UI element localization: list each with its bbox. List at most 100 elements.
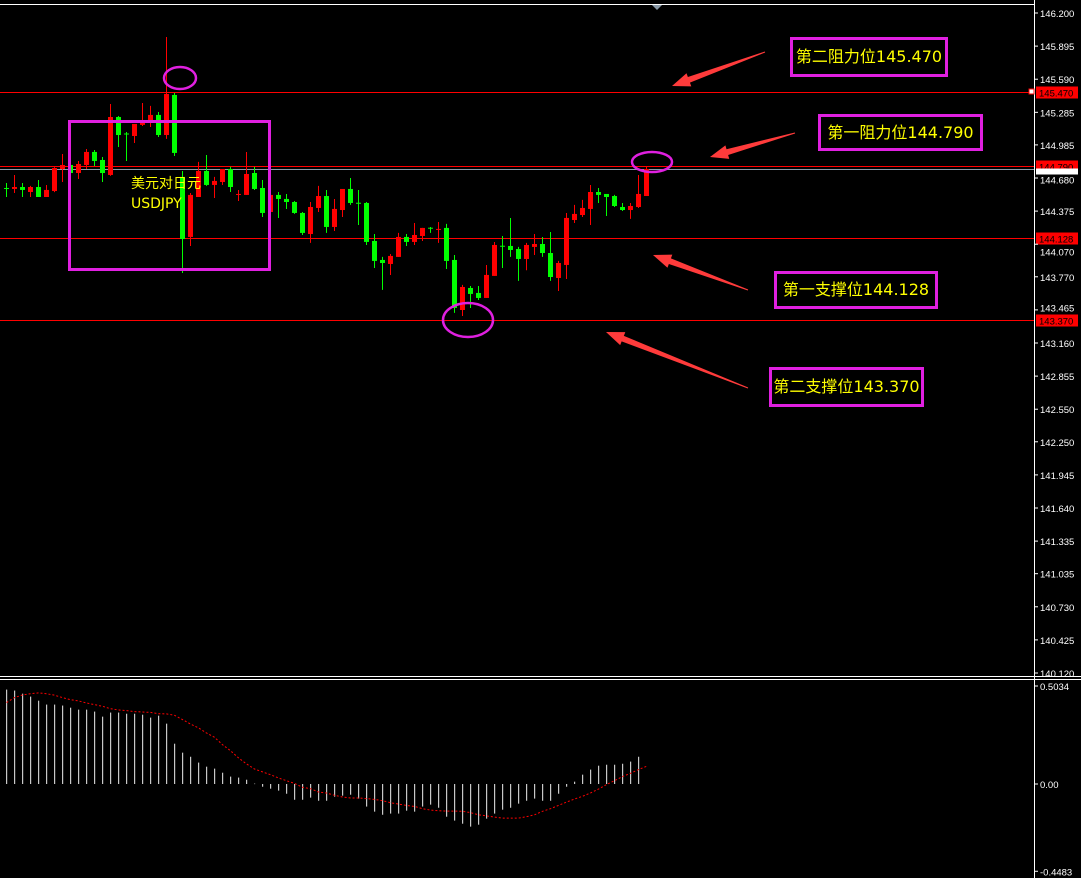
candle-body[interactable] <box>404 236 409 242</box>
candle-body[interactable] <box>292 201 297 213</box>
candle-body[interactable] <box>84 151 89 165</box>
candle-body[interactable] <box>588 192 593 209</box>
macd-histogram-bar <box>310 784 312 798</box>
candle-body[interactable] <box>596 192 601 195</box>
candle-body[interactable] <box>468 287 473 294</box>
candle-body[interactable] <box>284 198 289 202</box>
candle-body[interactable] <box>556 262 561 278</box>
candle-body[interactable] <box>444 227 449 261</box>
macd-histogram-bar <box>54 704 56 784</box>
candle-body[interactable] <box>580 207 585 216</box>
arrow-to-support-2-icon <box>606 332 749 389</box>
candle-body[interactable] <box>524 244 529 259</box>
candle-body[interactable] <box>116 116 121 136</box>
candle-body[interactable] <box>332 208 337 227</box>
candle-body[interactable] <box>188 194 193 237</box>
candle-body[interactable] <box>204 170 209 185</box>
candle-body[interactable] <box>228 168 233 188</box>
candle-body[interactable] <box>92 151 97 161</box>
candle-body[interactable] <box>252 173 257 189</box>
candle-body[interactable] <box>276 194 281 199</box>
level-price-tag <box>1036 86 1078 99</box>
candle-body[interactable] <box>476 292 481 298</box>
macd-histogram-bar <box>270 784 272 789</box>
candle-body[interactable] <box>108 116 113 175</box>
candle-body[interactable] <box>564 217 569 265</box>
candle-body[interactable] <box>20 187 25 190</box>
candle-body[interactable] <box>60 164 65 169</box>
candle-body[interactable] <box>548 253 553 277</box>
macd-histogram-bar <box>6 689 8 784</box>
candle-body[interactable] <box>412 234 417 242</box>
candle-body[interactable] <box>348 188 353 203</box>
candlesticks <box>4 36 649 316</box>
candle-body[interactable] <box>492 244 497 276</box>
candle-body[interactable] <box>396 236 401 257</box>
candle-body[interactable] <box>12 187 17 189</box>
candle-body[interactable] <box>100 159 105 174</box>
candle-body[interactable] <box>540 244 545 254</box>
candle-body[interactable] <box>356 202 361 204</box>
candle-body[interactable] <box>644 168 649 197</box>
candle-body[interactable] <box>604 193 609 197</box>
candle-body[interactable] <box>452 259 457 308</box>
shift-marker-icon[interactable] <box>652 5 662 10</box>
candle-body[interactable] <box>420 227 425 236</box>
macd-histogram-bar <box>510 784 512 808</box>
macd-histogram-bar <box>174 743 176 784</box>
candle-body[interactable] <box>132 123 137 136</box>
candle-body[interactable] <box>388 255 393 264</box>
candle-body[interactable] <box>308 206 313 235</box>
candle-body[interactable] <box>460 286 465 310</box>
candle-body[interactable] <box>140 122 145 125</box>
candle-body[interactable] <box>300 212 305 233</box>
candle-body[interactable] <box>36 187 41 197</box>
candle-body[interactable] <box>484 274 489 298</box>
macd-histogram-bar <box>334 784 336 797</box>
candle-body[interactable] <box>172 94 177 153</box>
macd-tick-label: 0.5034 <box>1040 682 1069 693</box>
candle-body[interactable] <box>220 168 225 183</box>
candle-body[interactable] <box>316 196 321 208</box>
macd-histogram-bar <box>110 712 112 784</box>
candle-body[interactable] <box>380 259 385 263</box>
candle-body[interactable] <box>324 196 329 227</box>
candle-body[interactable] <box>532 244 537 247</box>
candle-body[interactable] <box>620 206 625 211</box>
candle-body[interactable] <box>244 173 249 195</box>
macd-histogram-bar <box>134 713 136 784</box>
candle-body[interactable] <box>260 187 265 213</box>
candle-body[interactable] <box>196 170 201 197</box>
candle-body[interactable] <box>340 188 345 211</box>
candle-body[interactable] <box>148 114 153 123</box>
macd-histogram-bar <box>294 784 296 800</box>
candle-body[interactable] <box>500 245 505 247</box>
candle-body[interactable] <box>76 163 81 174</box>
candle-body[interactable] <box>508 245 513 250</box>
candle-body[interactable] <box>372 240 377 261</box>
candle-body[interactable] <box>212 180 217 185</box>
candle-body[interactable] <box>52 168 57 192</box>
price-tick-label: 141.335 <box>1040 537 1074 548</box>
macd-histogram-bar <box>470 784 472 827</box>
candle-body[interactable] <box>236 193 241 195</box>
candle-body[interactable] <box>628 206 633 211</box>
candle-body[interactable] <box>436 228 441 230</box>
candle-body[interactable] <box>572 213 577 221</box>
line-handle[interactable] <box>1028 88 1035 95</box>
candle-body[interactable] <box>124 133 129 135</box>
candle-body[interactable] <box>180 176 185 240</box>
candle-body[interactable] <box>516 248 521 259</box>
macd-histogram-bar <box>478 784 480 825</box>
candle-body[interactable] <box>28 187 33 193</box>
candle-body[interactable] <box>612 196 617 207</box>
candle-body[interactable] <box>636 193 641 207</box>
candle-body[interactable] <box>4 187 9 189</box>
candle-body[interactable] <box>428 227 433 229</box>
candle-body[interactable] <box>164 93 169 136</box>
candle-body[interactable] <box>156 114 161 136</box>
price-tick-label: 141.640 <box>1040 504 1074 515</box>
candle-body[interactable] <box>44 189 49 197</box>
candle-body[interactable] <box>364 202 369 242</box>
